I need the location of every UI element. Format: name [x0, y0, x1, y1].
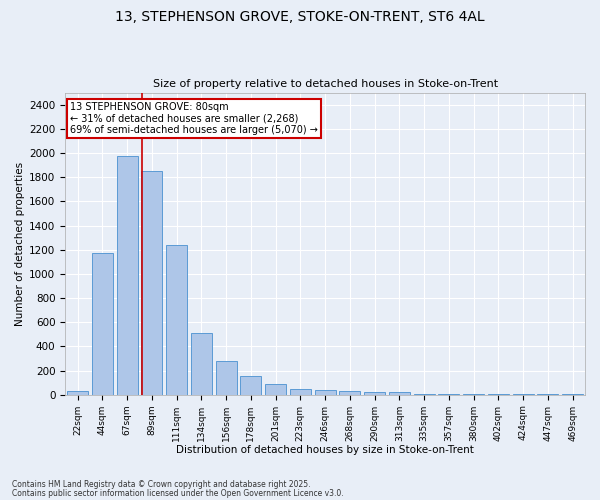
- Bar: [116, 156, 137, 394]
- Text: 13 STEPHENSON GROVE: 80sqm
← 31% of detached houses are smaller (2,268)
69% of s: 13 STEPHENSON GROVE: 80sqm ← 31% of deta…: [70, 102, 318, 135]
- Bar: [240, 376, 262, 394]
- Bar: [141, 171, 163, 394]
- Bar: [314, 390, 335, 394]
- Bar: [340, 390, 361, 394]
- Bar: [265, 384, 286, 394]
- Title: Size of property relative to detached houses in Stoke-on-Trent: Size of property relative to detached ho…: [152, 79, 497, 89]
- Bar: [166, 245, 187, 394]
- Bar: [67, 391, 88, 394]
- Bar: [389, 392, 410, 394]
- Bar: [92, 252, 113, 394]
- Text: Contains public sector information licensed under the Open Government Licence v3: Contains public sector information licen…: [12, 488, 344, 498]
- Bar: [191, 333, 212, 394]
- Text: 13, STEPHENSON GROVE, STOKE-ON-TRENT, ST6 4AL: 13, STEPHENSON GROVE, STOKE-ON-TRENT, ST…: [115, 10, 485, 24]
- Bar: [215, 362, 236, 394]
- Bar: [290, 388, 311, 394]
- Bar: [364, 392, 385, 394]
- X-axis label: Distribution of detached houses by size in Stoke-on-Trent: Distribution of detached houses by size …: [176, 445, 474, 455]
- Y-axis label: Number of detached properties: Number of detached properties: [15, 162, 25, 326]
- Text: Contains HM Land Registry data © Crown copyright and database right 2025.: Contains HM Land Registry data © Crown c…: [12, 480, 311, 489]
